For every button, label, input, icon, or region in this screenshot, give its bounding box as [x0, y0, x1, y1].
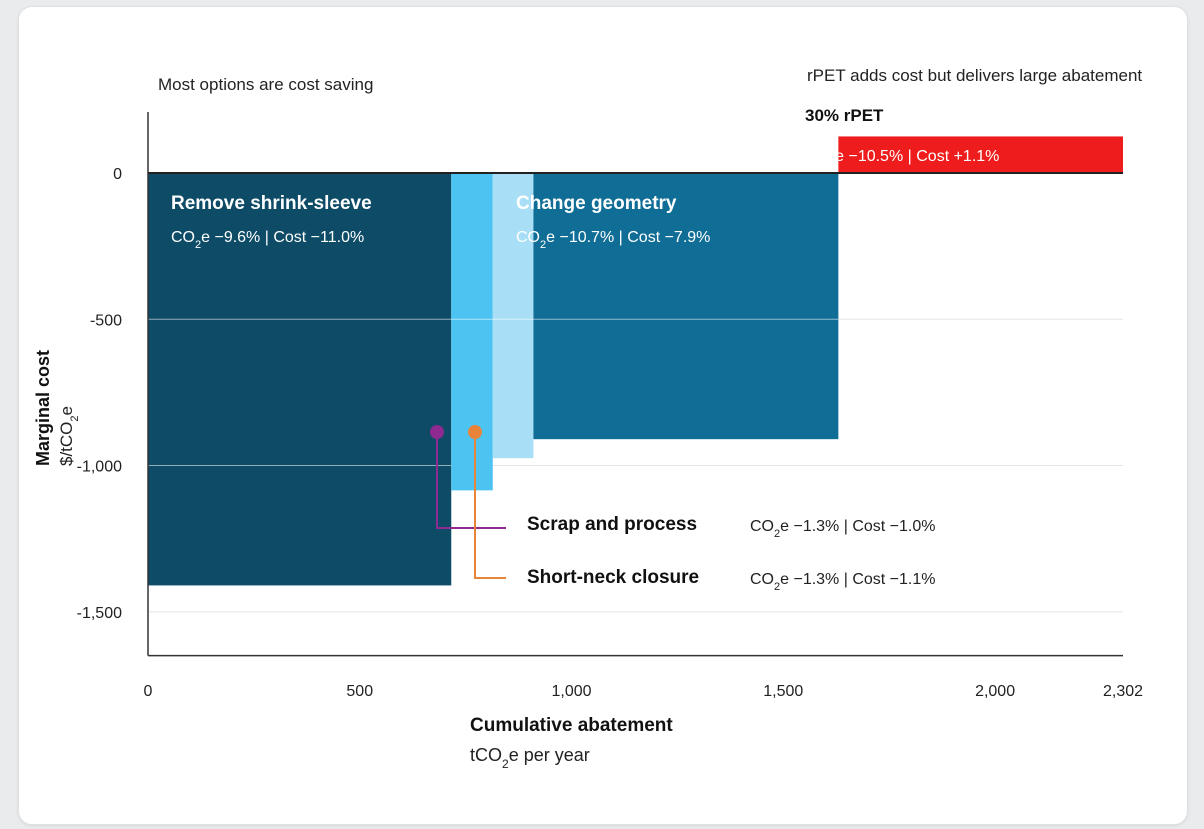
x-tick-label: 2,302: [1103, 683, 1143, 700]
scrap-detail: CO2e −1.3% | Cost −1.0%: [750, 518, 935, 540]
neck-marker: [468, 425, 482, 439]
note-left: Most options are cost saving: [158, 75, 373, 94]
neck-leader-line: [474, 432, 506, 579]
y-tick-label: -500: [90, 312, 122, 329]
x-tick-label: 2,000: [975, 683, 1015, 700]
bar-geom: [533, 173, 839, 440]
bar-shrink: [148, 173, 452, 586]
scrap-marker: [430, 425, 444, 439]
rpet-detail: CO2e −10.5% | Cost +1.1%: [805, 148, 999, 170]
x-tick-label: 0: [144, 683, 153, 700]
bar-neck: [492, 173, 534, 459]
y-axis-unit: $/tCO2e: [57, 406, 81, 466]
bars: [148, 136, 1123, 586]
scrap-leader-line: [436, 432, 506, 529]
geometry-detail: CO2e −10.7% | Cost −7.9%: [516, 229, 710, 251]
scrap-title: Scrap and process: [527, 514, 697, 535]
x-tick-label: 1,000: [552, 683, 592, 700]
axes: [147, 112, 1123, 657]
neck-detail: CO2e −1.3% | Cost −1.1%: [750, 571, 935, 593]
x-axis-title: Cumulative abatement: [470, 715, 673, 736]
bar-rpet: [838, 136, 1123, 173]
shrink-detail: CO2e −9.6% | Cost −11.0%: [171, 229, 364, 251]
geometry-title: Change geometry: [516, 193, 677, 214]
x-axis-unit: tCO2e per year: [470, 745, 590, 771]
neck-title: Short-neck closure: [527, 567, 699, 588]
y-tick-label: -1,500: [77, 605, 122, 622]
shrink-title: Remove shrink-sleeve: [171, 193, 372, 214]
y-tick-label: -1,000: [77, 459, 122, 476]
ticks: 0 -500 -1,000 -1,500 0 500 1,000 1,500 2,000 2,30…: [77, 166, 1143, 700]
y-tick-label: 0: [113, 166, 122, 183]
note-right: rPET adds cost but delivers large abatem…: [807, 66, 1142, 85]
y-axis-title: Marginal cost: [33, 350, 53, 466]
bar-scrap: [451, 173, 493, 491]
rpet-title: 30% rPET: [805, 106, 884, 125]
x-tick-label: 1,500: [763, 683, 803, 700]
x-tick-label: 500: [346, 683, 373, 700]
